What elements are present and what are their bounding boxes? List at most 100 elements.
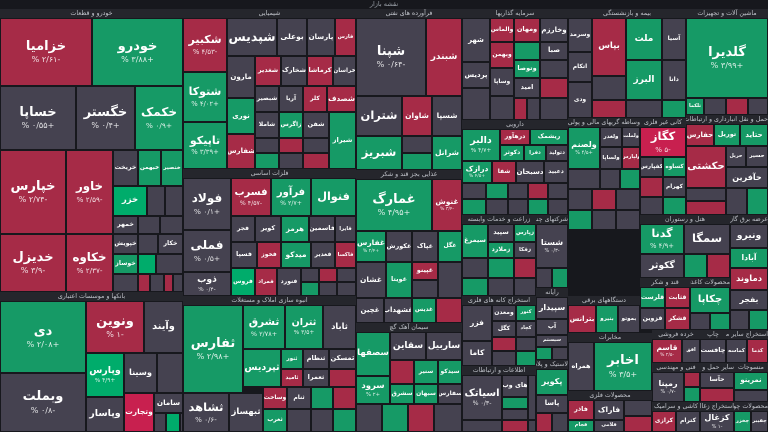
stock-tile[interactable]: زاگرس [279, 112, 303, 138]
stock-tile[interactable]: ثتران +۳/۵ % [285, 305, 323, 349]
stock-tile[interactable] [502, 420, 528, 432]
stock-tile[interactable]: کگل [492, 321, 516, 337]
stock-tile[interactable]: شفارس [227, 134, 255, 169]
stock-tile[interactable]: مارون [227, 56, 255, 98]
stock-tile[interactable] [173, 274, 183, 292]
stock-tile[interactable]: شاوان [402, 96, 432, 136]
stock-tile[interactable]: وتوصا [514, 60, 540, 78]
stock-tile[interactable] [662, 100, 686, 118]
stock-tile[interactable]: آبادا [730, 248, 768, 268]
stock-tile[interactable]: حسیر [746, 146, 768, 167]
stock-tile[interactable] [147, 186, 165, 216]
stock-tile[interactable] [329, 369, 356, 387]
stock-tile[interactable]: چفیبر [751, 411, 768, 432]
stock-tile[interactable]: غپاک [412, 231, 438, 262]
stock-tile[interactable]: افق [682, 339, 700, 363]
stock-tile[interactable]: غمارگ +۴/۹۵ % [356, 179, 432, 231]
stock-tile[interactable]: دتولید [546, 145, 568, 161]
stock-tile[interactable]: خکاوه -۲/۳۷ % [66, 234, 113, 292]
stock-tile[interactable]: فمراد [255, 268, 277, 296]
stock-tile[interactable] [333, 387, 356, 409]
stock-tile[interactable] [624, 416, 652, 432]
stock-tile[interactable]: دانا [662, 60, 686, 100]
stock-tile[interactable] [552, 268, 568, 288]
stock-tile[interactable] [279, 138, 303, 153]
stock-tile[interactable] [462, 278, 488, 296]
stock-tile[interactable]: شاملا [255, 112, 279, 138]
stock-tile[interactable]: ودی [568, 82, 592, 118]
stock-tile[interactable]: وساخت [263, 387, 287, 409]
stock-tile[interactable]: ونوین -۱ % [86, 301, 144, 353]
stock-tile[interactable]: کهرام [663, 177, 686, 197]
stock-tile[interactable]: خوساز [113, 254, 138, 274]
stock-tile[interactable]: گدنا +۴/۹ % [640, 224, 684, 254]
stock-tile[interactable] [640, 197, 663, 215]
stock-tile[interactable]: غویتا [386, 262, 412, 298]
stock-tile[interactable]: اخابر +۳/۵ % [594, 342, 652, 391]
stock-tile[interactable]: شکبیر -۴/۵۳ % [183, 18, 227, 72]
stock-tile[interactable] [514, 278, 536, 296]
stock-tile[interactable]: کچاد [516, 321, 536, 337]
stock-tile[interactable] [160, 216, 183, 234]
stock-tile[interactable]: غگل [438, 231, 462, 262]
stock-tile[interactable]: کساوه [663, 157, 686, 177]
stock-tile[interactable]: تلکما [686, 98, 704, 115]
stock-tile[interactable]: ولپارس [622, 147, 640, 169]
stock-tile[interactable]: خودرو +۳/۸۸ % [92, 18, 183, 86]
stock-tile[interactable] [488, 278, 514, 296]
stock-tile[interactable]: حآسا [700, 372, 734, 388]
stock-tile[interactable]: بنیرو [596, 305, 618, 333]
stock-tile[interactable] [592, 210, 616, 230]
stock-tile[interactable]: خراسان [333, 56, 356, 86]
stock-tile[interactable] [138, 216, 160, 234]
stock-tile[interactable] [138, 234, 158, 254]
stock-tile[interactable]: فاذر [568, 400, 594, 420]
stock-tile[interactable]: بفجر [730, 290, 768, 310]
stock-tile[interactable] [301, 282, 319, 296]
stock-tile[interactable]: خکار [158, 234, 183, 254]
stock-tile[interactable]: پکویر [536, 369, 568, 395]
stock-tile[interactable]: پاسا [536, 395, 568, 413]
stock-tile[interactable]: غشان [356, 262, 386, 298]
stock-tile[interactable]: زملارد [488, 242, 514, 258]
stock-tile[interactable] [165, 186, 183, 216]
stock-tile[interactable] [166, 413, 180, 432]
stock-tile[interactable]: غشهداب [384, 298, 412, 323]
stock-tile[interactable] [462, 88, 490, 120]
stock-tile[interactable]: کرماشا [307, 56, 333, 86]
stock-tile[interactable]: خنصیر [161, 150, 183, 186]
stock-tile[interactable]: کماسه [726, 339, 747, 363]
stock-tile[interactable]: سیمرغ [462, 224, 488, 258]
stock-tile[interactable] [536, 268, 552, 288]
stock-tile[interactable] [337, 268, 356, 282]
stock-tile[interactable]: ملت [626, 18, 662, 60]
stock-tile[interactable]: ثشاهد -۰/۶ % [183, 393, 229, 432]
stock-tile[interactable]: خگستر +۰/۴ % [76, 86, 135, 150]
stock-tile[interactable] [492, 337, 516, 351]
stock-tile[interactable] [279, 153, 303, 169]
stock-tile[interactable] [514, 258, 536, 278]
stock-tile[interactable] [113, 274, 138, 292]
stock-tile[interactable]: کزغال -۱ % [700, 411, 734, 432]
stock-tile[interactable]: شستا -۰/۳ % [536, 224, 568, 268]
stock-tile[interactable] [157, 353, 183, 393]
stock-tile[interactable]: فاسمین [309, 216, 335, 242]
stock-tile[interactable] [337, 282, 356, 296]
stock-tile[interactable]: چافست [700, 339, 726, 363]
stock-tile[interactable] [748, 98, 768, 115]
stock-tile[interactable] [624, 400, 652, 416]
stock-tile[interactable]: کترام [676, 411, 700, 432]
stock-tile[interactable]: وسینا [124, 353, 157, 393]
stock-tile[interactable]: فرآور +۲/۷ % [271, 178, 311, 216]
stock-tile[interactable]: ثمسکن [329, 349, 356, 369]
stock-tile[interactable] [301, 268, 319, 282]
stock-tile[interactable]: سپید [488, 224, 514, 242]
stock-tile[interactable] [356, 404, 382, 432]
stock-tile[interactable] [700, 388, 734, 402]
stock-tile[interactable] [663, 197, 686, 215]
stock-tile[interactable]: وآیند [144, 301, 183, 353]
stock-tile[interactable] [527, 98, 540, 120]
stock-tile[interactable]: کاما [462, 341, 492, 366]
stock-tile[interactable]: کنور [516, 305, 536, 321]
stock-tile[interactable]: ثاباد [323, 305, 356, 349]
